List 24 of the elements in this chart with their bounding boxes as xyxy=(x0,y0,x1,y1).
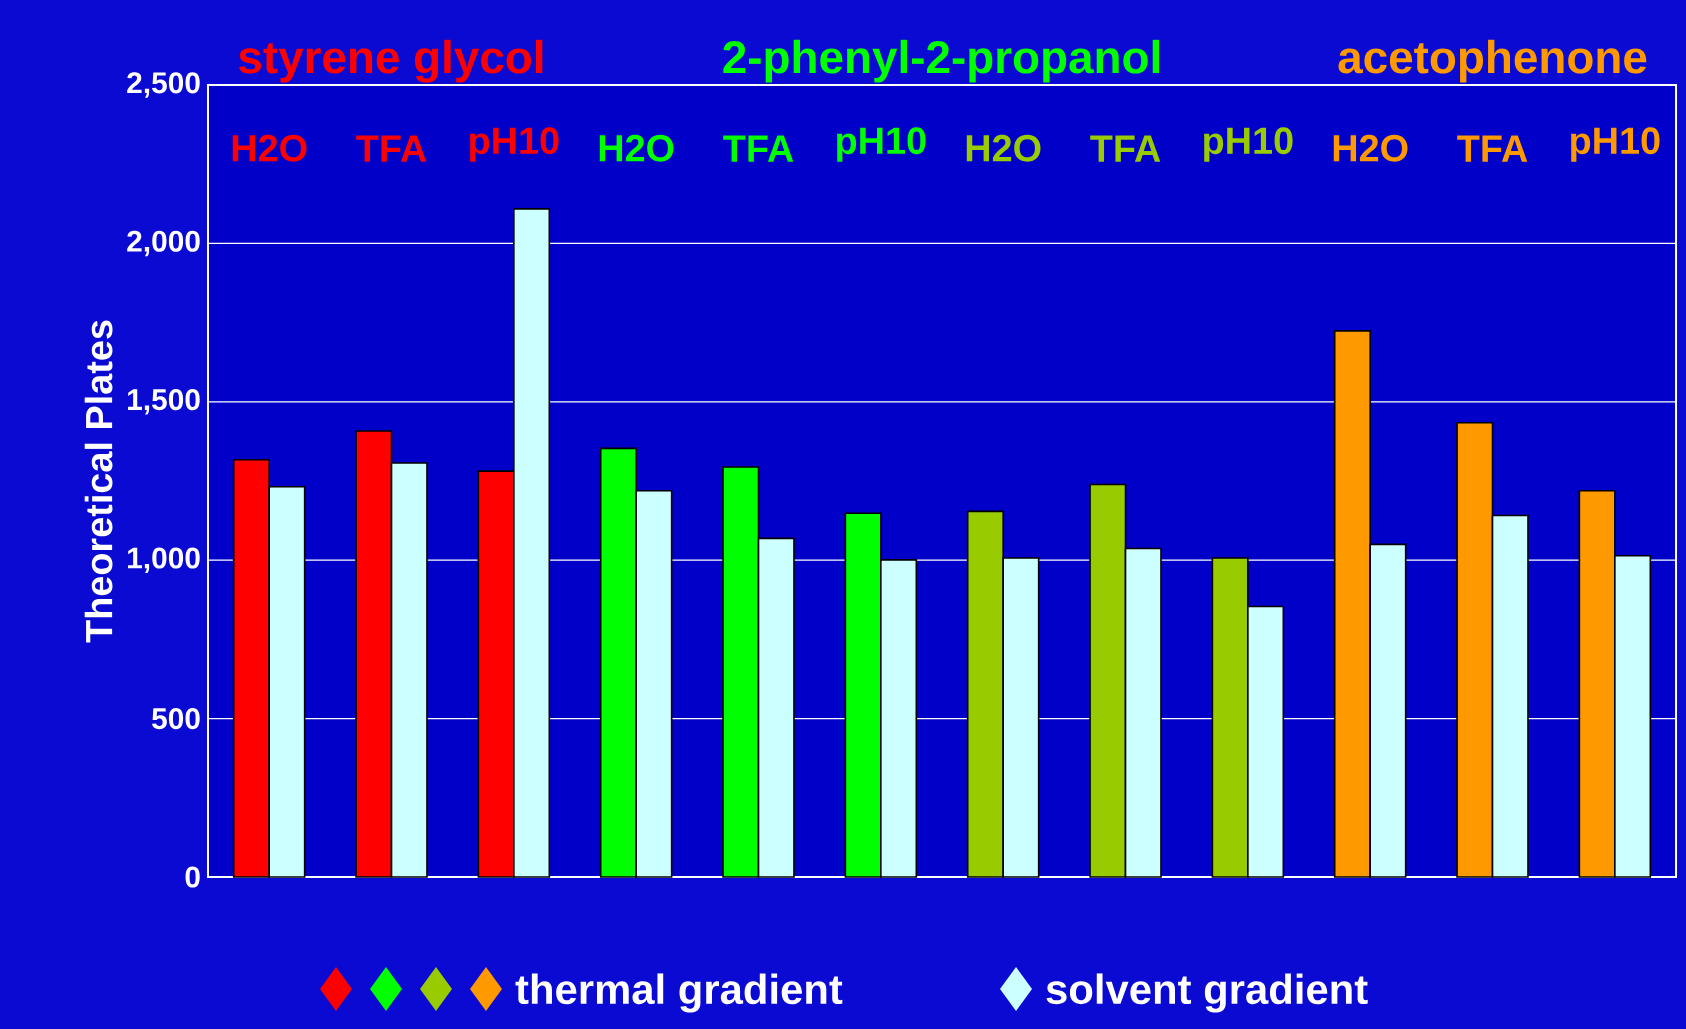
text: styrene glycol xyxy=(239,39,543,83)
x-tick-label: pH10 xyxy=(1571,127,1660,162)
x-tick-label: H2O xyxy=(966,134,1041,162)
x-tick-label: H2O xyxy=(232,134,307,162)
x-tick-label: pH10 xyxy=(1204,127,1293,162)
legend-label: thermal gradient xyxy=(515,973,843,1013)
y-tick-label: 2,500 xyxy=(127,72,200,98)
x-tick-label: H2O xyxy=(1333,134,1408,162)
x-tick-label: pH10 xyxy=(837,127,926,162)
text: 2-phenyl-2-propanol xyxy=(723,39,1160,83)
legend-label: solvent gradient xyxy=(1046,973,1368,1013)
y-tick-label: 1,000 xyxy=(128,547,200,573)
y-tick-label: 1,500 xyxy=(128,389,200,415)
text: acetophenone xyxy=(1338,39,1647,83)
y-axis-title: Theoretical Plates xyxy=(84,320,113,643)
x-tick-label: TFA xyxy=(1090,135,1161,162)
x-tick-label: H2O xyxy=(599,134,674,162)
x-tick-label: pH10 xyxy=(470,127,559,162)
y-tick-label: 0 xyxy=(185,866,200,888)
y-tick-label: 2,000 xyxy=(127,230,200,257)
x-tick-label: TFA xyxy=(356,135,427,162)
x-tick-label: TFA xyxy=(1457,135,1528,162)
x-tick-label: TFA xyxy=(723,135,794,162)
y-tick-label: 500 xyxy=(152,708,200,730)
